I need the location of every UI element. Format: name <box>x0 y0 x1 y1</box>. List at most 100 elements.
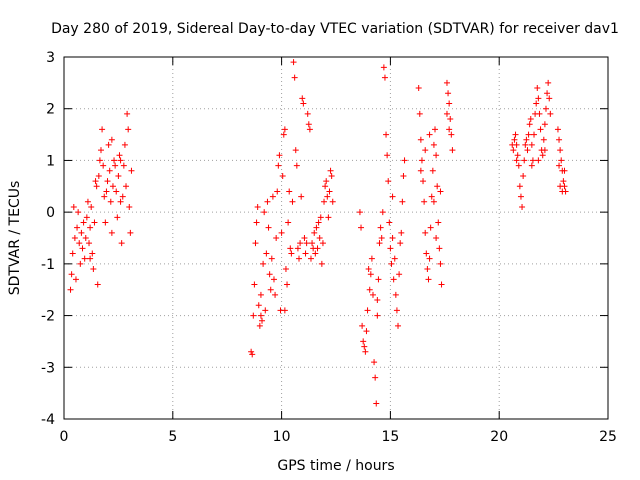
data-point <box>313 224 320 231</box>
data-point <box>288 250 295 257</box>
data-point <box>253 219 260 226</box>
data-point <box>263 250 270 257</box>
data-point <box>529 157 536 164</box>
data-point <box>79 245 86 252</box>
y-axis-label: SDTVAR / TECUs <box>7 181 23 296</box>
data-point <box>369 291 376 298</box>
plot-frame <box>63 56 609 420</box>
data-point <box>545 79 552 86</box>
data-point <box>524 147 531 154</box>
data-point <box>438 281 445 288</box>
data-point <box>117 198 124 205</box>
data-point <box>445 90 452 97</box>
data-point <box>290 59 297 66</box>
data-point <box>74 224 81 231</box>
data-point <box>286 188 293 195</box>
data-point <box>78 229 85 236</box>
data-point <box>108 229 115 236</box>
data-point <box>386 219 393 226</box>
data-point <box>257 312 264 319</box>
data-point <box>396 271 403 278</box>
data-point <box>111 157 118 164</box>
data-point <box>432 126 439 133</box>
data-point <box>262 307 269 314</box>
data-point <box>307 255 314 262</box>
data-point <box>377 224 384 231</box>
data-point <box>126 203 133 210</box>
data-point <box>249 351 256 358</box>
data-point <box>267 286 274 293</box>
data-point <box>400 172 407 179</box>
data-point <box>417 136 424 143</box>
x-tick-label: 15 <box>381 429 399 445</box>
data-point <box>296 255 303 262</box>
data-point <box>121 141 128 148</box>
data-point <box>426 131 433 138</box>
x-tick-label: 5 <box>168 429 177 445</box>
data-point <box>433 152 440 159</box>
data-point <box>528 141 535 148</box>
data-point <box>362 348 369 355</box>
data-point <box>123 183 130 190</box>
data-point <box>324 193 331 200</box>
data-point <box>108 136 115 143</box>
data-point <box>446 126 453 133</box>
data-point <box>256 322 263 329</box>
data-point <box>254 203 261 210</box>
data-point <box>517 193 524 200</box>
data-point <box>299 95 306 102</box>
data-point <box>528 162 535 169</box>
data-point <box>558 157 565 164</box>
data-point <box>269 193 276 200</box>
data-point <box>374 312 381 319</box>
data-point <box>374 297 381 304</box>
data-point <box>415 85 422 92</box>
data-point <box>312 250 319 257</box>
data-point <box>255 302 262 309</box>
data-point <box>325 214 332 221</box>
data-point <box>75 209 82 216</box>
y-tick-label: -1 <box>41 257 55 273</box>
data-point <box>511 136 518 143</box>
data-point <box>279 172 286 179</box>
data-point <box>557 147 564 154</box>
axis-ticks <box>63 56 609 420</box>
data-point <box>540 136 547 143</box>
data-point <box>323 178 330 185</box>
data-point <box>376 240 383 247</box>
data-point <box>71 235 78 241</box>
x-tick-label: 0 <box>60 429 69 445</box>
data-point <box>268 255 275 262</box>
data-point <box>510 147 517 154</box>
data-point <box>385 178 392 185</box>
data-point <box>284 281 291 288</box>
data-point <box>315 219 322 226</box>
data-point <box>514 152 521 159</box>
data-point <box>421 198 428 205</box>
data-point <box>119 193 126 200</box>
y-tick-label: -2 <box>41 309 55 325</box>
data-point <box>72 276 79 283</box>
data-point <box>282 266 289 273</box>
data-point <box>523 136 530 143</box>
data-point <box>513 141 520 148</box>
data-point <box>82 235 89 241</box>
data-point <box>539 152 546 159</box>
data-point <box>401 157 408 164</box>
data-point <box>281 307 288 314</box>
data-point <box>554 126 561 133</box>
data-point <box>265 224 272 231</box>
data-point <box>294 245 301 252</box>
data-point <box>89 250 96 257</box>
data-point <box>304 110 311 117</box>
data-point <box>100 162 107 169</box>
data-point <box>69 250 76 257</box>
data-point <box>316 235 323 241</box>
data-point <box>298 193 305 200</box>
data-point <box>426 255 433 262</box>
data-point <box>309 240 316 247</box>
data-point <box>128 167 135 174</box>
data-point <box>379 209 386 216</box>
data-point <box>429 167 436 174</box>
